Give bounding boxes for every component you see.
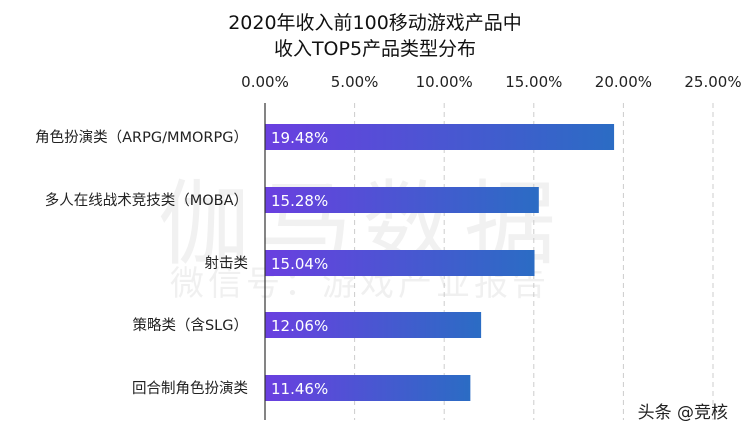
bar bbox=[265, 250, 535, 276]
x-tick-label: 15.00% bbox=[505, 73, 562, 91]
bar-value-label: 15.28% bbox=[271, 192, 328, 210]
bar bbox=[265, 312, 482, 338]
bar-value-label: 19.48% bbox=[271, 129, 328, 147]
x-tick-label: 5.00% bbox=[331, 73, 379, 91]
x-tick-label: 20.00% bbox=[595, 73, 652, 91]
bar bbox=[265, 187, 539, 213]
x-tick-label: 0.00% bbox=[241, 73, 289, 91]
bar bbox=[265, 375, 471, 401]
category-label: 回合制角色扮演类 bbox=[132, 380, 248, 397]
category-label: 射击类 bbox=[205, 255, 249, 272]
bar bbox=[265, 124, 615, 150]
category-label: 角色扮演类（ARPG/MMORPG） bbox=[35, 129, 248, 146]
x-tick-label: 25.00% bbox=[684, 73, 741, 91]
bar-value-label: 12.06% bbox=[271, 317, 328, 335]
bar-value-label: 11.46% bbox=[271, 380, 328, 398]
chart-title-line1: 2020年收入前100移动游戏产品中 bbox=[228, 12, 522, 34]
category-label: 多人在线战术竞技类（MOBA） bbox=[45, 191, 248, 209]
bar-value-label: 15.04% bbox=[271, 255, 328, 273]
category-label: 策略类（含SLG） bbox=[132, 317, 248, 334]
chart-title-line2: 收入TOP5产品类型分布 bbox=[273, 38, 477, 60]
x-tick-label: 10.00% bbox=[416, 73, 473, 91]
source-credit: 头条 @竞核 bbox=[637, 403, 728, 423]
